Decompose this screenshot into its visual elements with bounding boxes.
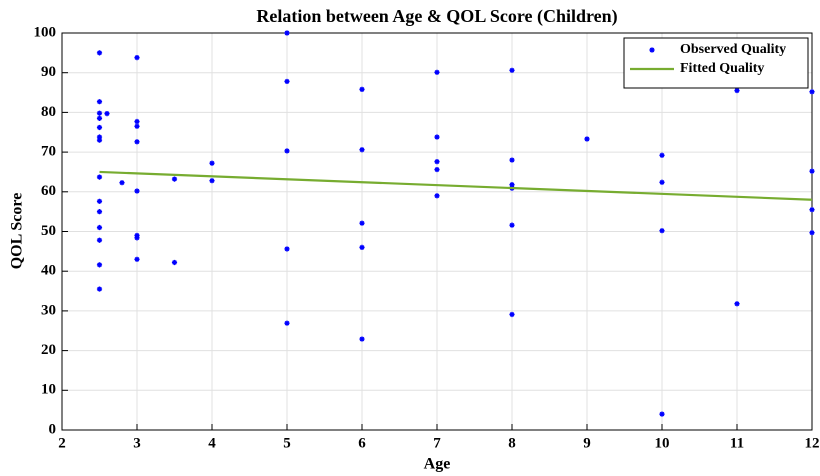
data-point [809,168,815,174]
x-tick-label: 12 [805,435,820,451]
data-point [359,336,365,342]
data-point [96,198,103,204]
legend-box [623,37,809,89]
data-point [171,176,178,182]
legend-marker [649,47,655,53]
y-axis-label: QOL Score [9,193,26,270]
data-point [434,193,440,199]
data-point [96,137,103,143]
data-point [509,311,515,318]
y-tick-label: 50 [41,223,56,239]
data-point [434,159,440,165]
data-point [119,180,125,186]
data-point [434,134,440,140]
data-point [134,123,140,129]
fit-line [99,170,813,201]
data-point [96,262,103,268]
data-point [734,87,740,94]
data-point [96,224,103,231]
data-point [734,301,740,307]
data-point [284,246,290,252]
data-point [284,30,290,36]
data-point [96,237,103,243]
data-point [134,55,140,61]
data-point [96,174,103,180]
data-point [134,256,140,262]
data-point [96,286,103,292]
data-point [509,67,515,73]
x-tick-label: 9 [583,435,591,451]
x-tick-label: 5 [283,435,291,451]
x-tick-label: 10 [655,435,670,451]
data-point [209,178,215,184]
x-tick-label: 3 [133,435,141,451]
data-point [284,78,290,85]
data-point [809,89,815,95]
data-point [509,182,515,188]
data-point [134,188,140,194]
data-point [659,228,665,234]
y-tick-label: 20 [41,342,56,358]
x-tick-label: 8 [508,435,516,451]
chart-title: Relation between Age & QOL Score (Childr… [256,6,617,27]
data-point [96,50,103,56]
data-point [96,209,103,215]
y-tick-label: 10 [41,382,56,398]
data-point [96,124,103,131]
y-tick-label: 0 [49,421,57,437]
data-point [659,152,665,158]
data-point [809,207,815,213]
y-tick-label: 90 [41,64,56,80]
data-point [284,320,290,326]
data-point [434,166,440,173]
y-tick-label: 60 [41,183,56,199]
data-point [509,157,515,163]
data-point [134,235,140,241]
x-tick-label: 2 [58,435,66,451]
data-point [171,259,178,266]
data-point [809,230,815,236]
x-tick-label: 7 [433,435,441,451]
data-point [359,220,365,226]
data-point [134,139,140,145]
data-point [96,115,103,121]
data-point [359,86,365,92]
data-point [359,244,365,250]
legend-label: Fitted Quality [680,61,764,76]
y-tick-label: 30 [41,302,56,318]
legend-label: Observed Quality [680,42,786,57]
y-tick-label: 40 [41,263,56,279]
data-point [96,99,103,105]
data-point [134,118,140,125]
y-tick-label: 100 [34,24,57,40]
data-point [209,160,215,166]
data-point [659,411,665,417]
x-tick-label: 4 [208,435,216,451]
data-point [659,179,665,185]
x-axis-label: Age [424,456,451,473]
data-point [584,136,590,142]
data-point [96,134,103,140]
y-tick-label: 70 [41,144,56,160]
data-point [96,110,103,116]
data-point [104,110,110,117]
data-point [284,148,290,154]
y-tick-label: 80 [41,104,56,120]
x-tick-label: 6 [358,435,366,451]
x-tick-label: 11 [730,435,744,451]
data-point [359,147,365,153]
data-point [509,222,515,228]
data-point [434,69,440,75]
